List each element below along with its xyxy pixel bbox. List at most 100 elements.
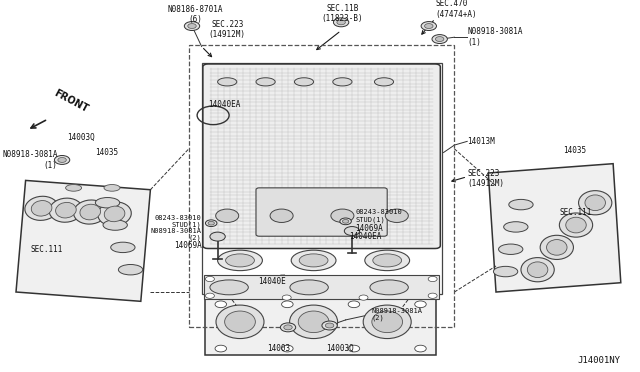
Ellipse shape xyxy=(527,262,548,278)
Ellipse shape xyxy=(547,240,567,255)
Ellipse shape xyxy=(25,196,58,220)
Ellipse shape xyxy=(66,185,82,191)
Ellipse shape xyxy=(499,244,523,254)
Text: SEC.111: SEC.111 xyxy=(31,245,63,254)
FancyBboxPatch shape xyxy=(203,64,440,248)
Text: 14040EA: 14040EA xyxy=(349,232,381,241)
Ellipse shape xyxy=(298,311,329,333)
Ellipse shape xyxy=(559,213,593,237)
Ellipse shape xyxy=(290,280,328,295)
Text: 14003: 14003 xyxy=(267,344,290,353)
Bar xyxy=(202,63,442,294)
Circle shape xyxy=(54,155,70,164)
Polygon shape xyxy=(488,164,621,292)
Ellipse shape xyxy=(493,266,518,277)
Circle shape xyxy=(184,22,200,31)
Ellipse shape xyxy=(372,254,402,267)
Circle shape xyxy=(415,301,426,308)
Ellipse shape xyxy=(579,190,612,215)
Circle shape xyxy=(325,323,334,328)
Circle shape xyxy=(385,209,408,222)
Ellipse shape xyxy=(370,280,408,295)
Text: N08918-3081A
(1): N08918-3081A (1) xyxy=(467,28,523,47)
Ellipse shape xyxy=(103,220,127,230)
Circle shape xyxy=(331,209,354,222)
Circle shape xyxy=(58,157,67,163)
Ellipse shape xyxy=(31,201,52,216)
Circle shape xyxy=(342,219,349,223)
Circle shape xyxy=(205,220,217,227)
Text: SEC.470
(47474+A): SEC.470 (47474+A) xyxy=(435,0,477,19)
Ellipse shape xyxy=(504,222,528,232)
Ellipse shape xyxy=(226,254,255,267)
Circle shape xyxy=(428,293,437,298)
Text: 14069A: 14069A xyxy=(355,224,383,233)
Ellipse shape xyxy=(365,250,410,271)
Ellipse shape xyxy=(95,198,120,208)
Circle shape xyxy=(270,209,293,222)
Ellipse shape xyxy=(300,254,328,267)
Circle shape xyxy=(208,221,214,225)
Ellipse shape xyxy=(104,206,125,222)
Circle shape xyxy=(282,345,293,352)
Ellipse shape xyxy=(585,195,605,211)
Circle shape xyxy=(432,35,447,44)
Circle shape xyxy=(340,218,351,225)
Circle shape xyxy=(205,293,214,298)
FancyBboxPatch shape xyxy=(205,298,436,355)
Text: N08918-3081A
(2): N08918-3081A (2) xyxy=(371,308,422,321)
Ellipse shape xyxy=(291,250,336,271)
Circle shape xyxy=(210,232,225,241)
Ellipse shape xyxy=(218,250,262,271)
Circle shape xyxy=(348,345,360,352)
Ellipse shape xyxy=(210,280,248,295)
Circle shape xyxy=(428,276,437,282)
Text: 14003Q: 14003Q xyxy=(67,133,95,142)
Ellipse shape xyxy=(49,198,83,222)
Ellipse shape xyxy=(256,78,275,86)
Ellipse shape xyxy=(118,264,143,275)
Circle shape xyxy=(348,301,360,308)
Ellipse shape xyxy=(509,199,533,210)
Circle shape xyxy=(216,209,239,222)
Polygon shape xyxy=(16,180,150,301)
Text: 14003Q: 14003Q xyxy=(326,344,354,353)
Ellipse shape xyxy=(333,78,352,86)
Text: 14040EA: 14040EA xyxy=(208,100,241,109)
Ellipse shape xyxy=(294,78,314,86)
Ellipse shape xyxy=(225,311,255,333)
Text: 14069A: 14069A xyxy=(174,241,202,250)
Circle shape xyxy=(215,345,227,352)
Circle shape xyxy=(280,323,296,332)
Text: 14035: 14035 xyxy=(95,148,118,157)
Text: SEC.223
(14912M): SEC.223 (14912M) xyxy=(467,169,504,188)
Bar xyxy=(204,275,439,299)
Ellipse shape xyxy=(566,217,586,233)
Circle shape xyxy=(282,301,293,308)
Ellipse shape xyxy=(364,305,412,339)
Text: 14040E: 14040E xyxy=(258,277,286,286)
Text: J14001NY: J14001NY xyxy=(578,356,621,365)
Circle shape xyxy=(344,227,360,235)
Ellipse shape xyxy=(218,78,237,86)
Circle shape xyxy=(282,295,291,300)
Circle shape xyxy=(359,295,368,300)
Text: SEC.11B
(11823-B): SEC.11B (11823-B) xyxy=(321,4,364,23)
Circle shape xyxy=(435,36,444,42)
Ellipse shape xyxy=(521,257,554,282)
Ellipse shape xyxy=(104,185,120,191)
Ellipse shape xyxy=(290,305,338,339)
Ellipse shape xyxy=(80,204,100,220)
Circle shape xyxy=(205,276,214,282)
Circle shape xyxy=(215,301,227,308)
FancyBboxPatch shape xyxy=(256,188,387,236)
Text: FRONT: FRONT xyxy=(52,88,90,115)
Ellipse shape xyxy=(98,202,131,226)
Text: N08186-8701A
(6): N08186-8701A (6) xyxy=(168,5,223,24)
Circle shape xyxy=(284,325,292,330)
Ellipse shape xyxy=(372,311,403,333)
Ellipse shape xyxy=(374,78,394,86)
Text: SEC.111: SEC.111 xyxy=(560,208,593,217)
Text: 08243-83010
STUD(1): 08243-83010 STUD(1) xyxy=(355,209,402,222)
Text: SEC.223
(14912M): SEC.223 (14912M) xyxy=(209,20,246,39)
